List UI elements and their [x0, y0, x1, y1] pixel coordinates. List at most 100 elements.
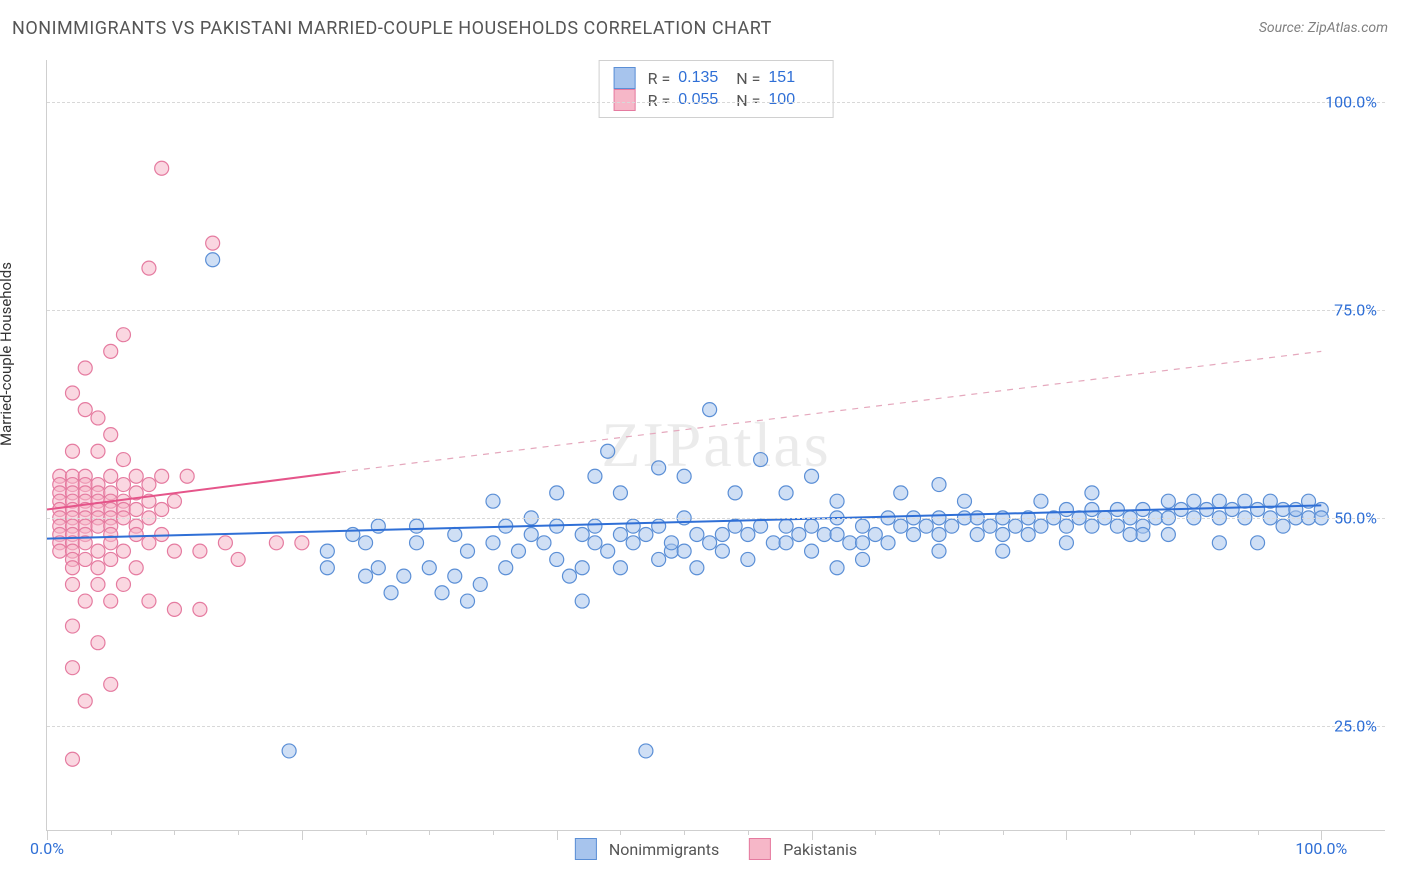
data-point: [1212, 494, 1226, 508]
data-point: [371, 561, 385, 575]
data-point: [703, 536, 717, 550]
data-point: [754, 519, 768, 533]
data-point: [461, 544, 475, 558]
data-point: [91, 444, 105, 458]
data-point: [193, 544, 207, 558]
data-point: [1034, 519, 1048, 533]
data-point: [919, 519, 933, 533]
data-point: [970, 527, 984, 541]
data-point: [65, 752, 79, 766]
data-point: [206, 253, 220, 267]
data-point: [805, 469, 819, 483]
data-point: [601, 444, 615, 458]
data-point: [1008, 519, 1022, 533]
x-tick-minor: [1003, 830, 1004, 835]
data-point: [1225, 503, 1239, 517]
data-point: [805, 544, 819, 558]
data-point: [1238, 494, 1252, 508]
swatch-pakistanis: [749, 838, 771, 860]
data-point: [652, 519, 666, 533]
y-tick-label: 100.0%: [1325, 92, 1377, 111]
data-point: [550, 486, 564, 500]
data-point: [779, 536, 793, 550]
data-point: [996, 544, 1010, 558]
y-tick-label: 25.0%: [1334, 716, 1377, 735]
data-point: [588, 519, 602, 533]
gridline: [47, 102, 1385, 103]
data-point: [715, 527, 729, 541]
data-point: [1276, 519, 1290, 533]
x-tick-label: 0.0%: [30, 839, 64, 858]
data-point: [868, 527, 882, 541]
x-tick-major: [812, 830, 813, 840]
data-point: [129, 561, 143, 575]
data-point: [1059, 503, 1073, 517]
data-point: [1161, 494, 1175, 508]
data-point: [91, 561, 105, 575]
data-point: [116, 544, 130, 558]
data-point: [957, 494, 971, 508]
data-point: [856, 552, 870, 566]
data-point: [167, 494, 181, 508]
data-point: [741, 527, 755, 541]
x-tick-label: 100.0%: [1295, 839, 1347, 858]
data-point: [728, 486, 742, 500]
data-point: [104, 469, 118, 483]
data-point: [741, 552, 755, 566]
data-point: [129, 527, 143, 541]
data-point: [104, 677, 118, 691]
data-point: [639, 527, 653, 541]
legend-series: Nonimmigrants Pakistanis: [575, 838, 857, 860]
data-point: [1212, 536, 1226, 550]
data-point: [104, 428, 118, 442]
data-point: [397, 569, 411, 583]
data-point: [129, 469, 143, 483]
data-point: [91, 411, 105, 425]
data-point: [511, 544, 525, 558]
x-tick-minor: [238, 830, 239, 835]
data-point: [193, 602, 207, 616]
data-point: [779, 519, 793, 533]
x-tick-minor: [111, 830, 112, 835]
data-point: [1059, 536, 1073, 550]
data-point: [104, 344, 118, 358]
data-point: [830, 527, 844, 541]
y-tick-label: 50.0%: [1334, 508, 1377, 527]
data-point: [537, 536, 551, 550]
data-point: [613, 527, 627, 541]
data-point: [142, 478, 156, 492]
data-point: [1276, 503, 1290, 517]
data-point: [1289, 503, 1303, 517]
legend-label: Pakistanis: [783, 840, 857, 859]
data-point: [1123, 527, 1137, 541]
data-point: [766, 536, 780, 550]
x-tick-minor: [1258, 830, 1259, 835]
data-point: [180, 469, 194, 483]
data-point: [410, 536, 424, 550]
data-point: [575, 561, 589, 575]
data-point: [652, 552, 666, 566]
plot-area: ZIPatlas R = 0.135 N = 151 R = 0.055 N =…: [46, 60, 1385, 831]
data-point: [384, 586, 398, 600]
data-point: [104, 594, 118, 608]
data-point: [116, 577, 130, 591]
data-point: [104, 552, 118, 566]
data-point: [1059, 519, 1073, 533]
data-point: [677, 469, 691, 483]
x-tick-minor: [620, 830, 621, 835]
data-point: [932, 478, 946, 492]
data-point: [907, 527, 921, 541]
data-point: [524, 527, 538, 541]
data-point: [499, 561, 513, 575]
x-tick-major: [302, 830, 303, 840]
data-point: [945, 519, 959, 533]
x-tick-major: [1066, 830, 1067, 840]
data-point: [983, 519, 997, 533]
data-point: [1136, 527, 1150, 541]
x-tick-minor: [366, 830, 367, 835]
data-point: [91, 636, 105, 650]
x-tick-minor: [684, 830, 685, 835]
data-point: [167, 544, 181, 558]
x-tick-minor: [1194, 830, 1195, 835]
data-point: [626, 536, 640, 550]
